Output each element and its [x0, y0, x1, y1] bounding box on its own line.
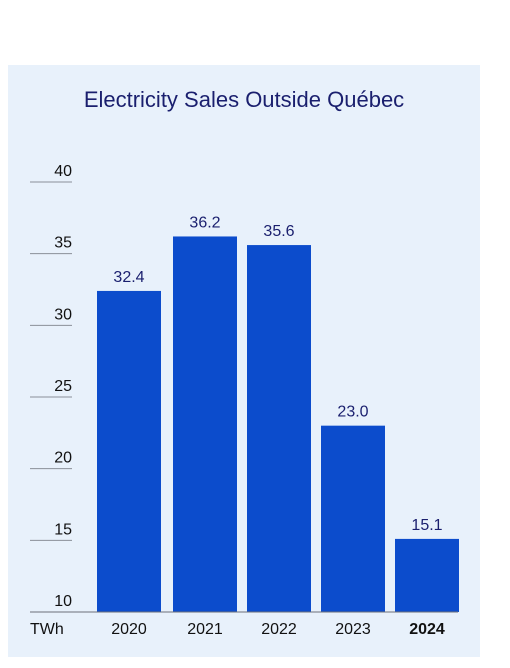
- x-axis: 2020 2021 2022 2023 2024: [111, 621, 445, 638]
- bar-2023: [321, 425, 385, 612]
- y-tick-label: 10: [54, 593, 72, 610]
- data-label-2024: 15.1: [411, 517, 442, 534]
- x-tick-label-2024: 2024: [409, 621, 445, 638]
- bar-2020: [97, 290, 161, 612]
- x-tick-label-2022: 2022: [261, 621, 297, 638]
- x-tick-label-2021: 2021: [187, 621, 223, 638]
- data-label-2021: 36.2: [189, 214, 220, 231]
- chart-panel: Electricity Sales Outside Québec 10 15 20 2…: [8, 65, 480, 657]
- data-label-2022: 35.6: [263, 223, 294, 240]
- y-tick-label: 35: [54, 235, 72, 252]
- data-label-2020: 32.4: [113, 269, 144, 286]
- y-tick-label: 40: [54, 163, 72, 180]
- y-tick-label: 25: [54, 378, 72, 395]
- unit-label: TWh: [30, 621, 64, 638]
- y-tick-label: 20: [54, 450, 72, 467]
- bar-chart: 10 15 20 25 30 35 40 32.4 36.2 35.6 23.0 15.1 2020…: [30, 163, 459, 638]
- bar-2024: [395, 538, 459, 612]
- y-tick-label: 15: [54, 521, 72, 538]
- y-axis: 10 15 20 25 30 35 40: [30, 163, 72, 613]
- x-tick-label-2023: 2023: [335, 621, 371, 638]
- bar-2021: [173, 236, 237, 612]
- bar-2022: [247, 245, 311, 613]
- y-tick-label: 30: [54, 306, 72, 323]
- bars-group: 32.4 36.2 35.6 23.0 15.1: [97, 214, 459, 613]
- chart-title: Electricity Sales Outside Québec: [83, 87, 405, 112]
- data-label-2023: 23.0: [337, 404, 368, 421]
- x-tick-label-2020: 2020: [111, 621, 147, 638]
